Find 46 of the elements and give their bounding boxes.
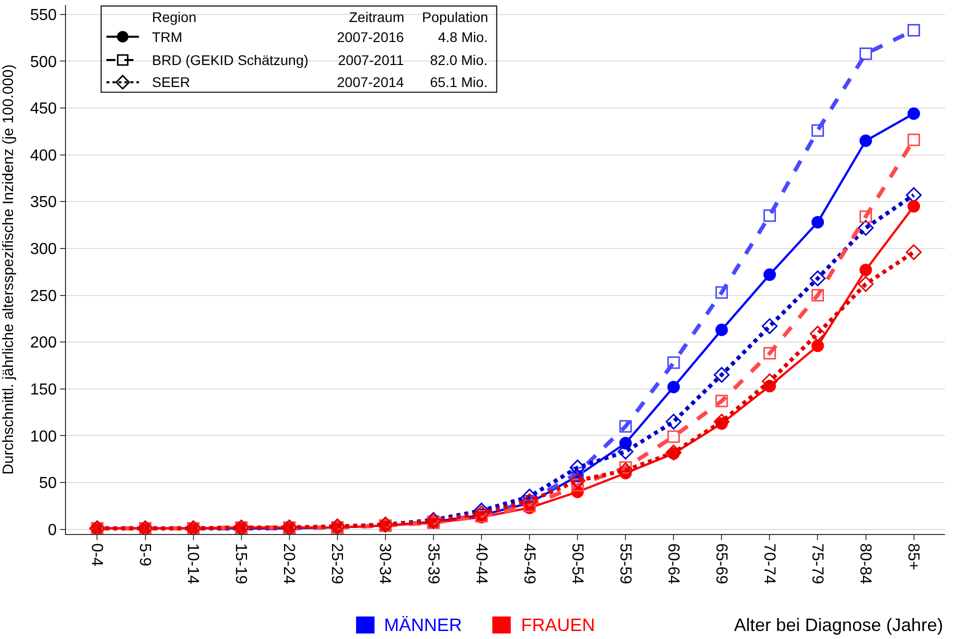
x-tick-label: 65-69 xyxy=(712,543,730,584)
annotation: Region xyxy=(152,9,196,25)
x-tick-label: 15-19 xyxy=(232,543,250,584)
y-tick-label: 500 xyxy=(30,54,57,71)
y-tick-label: 300 xyxy=(30,241,57,258)
x-axis-title: Alter bei Diagnose (Jahre) xyxy=(734,615,944,635)
x-tick-label: 85+ xyxy=(904,543,922,570)
annotation: 2007-2011 xyxy=(338,52,404,68)
annotation: SEER xyxy=(152,74,190,90)
y-tick-label: 200 xyxy=(30,334,57,352)
x-tick-label: 70-74 xyxy=(760,543,778,584)
y-tick-label: 250 xyxy=(30,288,57,305)
annotation: BRD (GEKID Schätzung) xyxy=(152,52,308,68)
y-tick-label: 100 xyxy=(30,428,57,446)
y-axis-title: Durchschnittl. jährliche altersspezifische Inzidenz (je 100.000) xyxy=(0,64,17,475)
y-tick-label: 350 xyxy=(30,194,57,212)
annotation: 4.8 Mio. xyxy=(438,29,488,45)
y-tick-label: 550 xyxy=(30,6,57,24)
x-tick-label: 10-14 xyxy=(184,543,202,584)
x-tick-label: 40-44 xyxy=(472,543,490,584)
y-tick-label: 450 xyxy=(30,100,57,118)
y-tick-label: 150 xyxy=(30,381,57,398)
x-tick-label: 45-49 xyxy=(520,543,538,584)
x-tick-label: 5-9 xyxy=(136,543,154,566)
x-tick-label: 55-59 xyxy=(616,543,634,584)
y-tick-label: 50 xyxy=(39,475,57,492)
y-tick-label: 400 xyxy=(30,147,57,164)
x-tick-label: 25-29 xyxy=(328,543,346,584)
annotation: TRM xyxy=(152,29,182,45)
annotation: 2007-2014 xyxy=(337,74,404,90)
x-tick-label: 75-79 xyxy=(808,543,826,584)
annotation: 65.1 Mio. xyxy=(430,74,488,90)
x-tick-label: 0-4 xyxy=(88,543,106,566)
x-tick-label: 50-54 xyxy=(568,543,586,584)
x-tick-label: 20-24 xyxy=(280,543,298,584)
x-tick-label: 80-84 xyxy=(856,543,874,584)
annotation: 2007-2016 xyxy=(337,29,404,45)
x-tick-label: 35-39 xyxy=(424,543,442,584)
x-tick-label: 30-34 xyxy=(376,543,394,584)
x-tick-label: 60-64 xyxy=(664,543,682,584)
annotation: 82.0 Mio. xyxy=(430,52,488,68)
y-tick-label: 0 xyxy=(48,522,57,539)
text: MÄNNER xyxy=(384,615,462,635)
annotation: Zeitraum xyxy=(349,9,404,25)
annotation: Population xyxy=(422,9,488,25)
text: FRAUEN xyxy=(521,615,596,635)
